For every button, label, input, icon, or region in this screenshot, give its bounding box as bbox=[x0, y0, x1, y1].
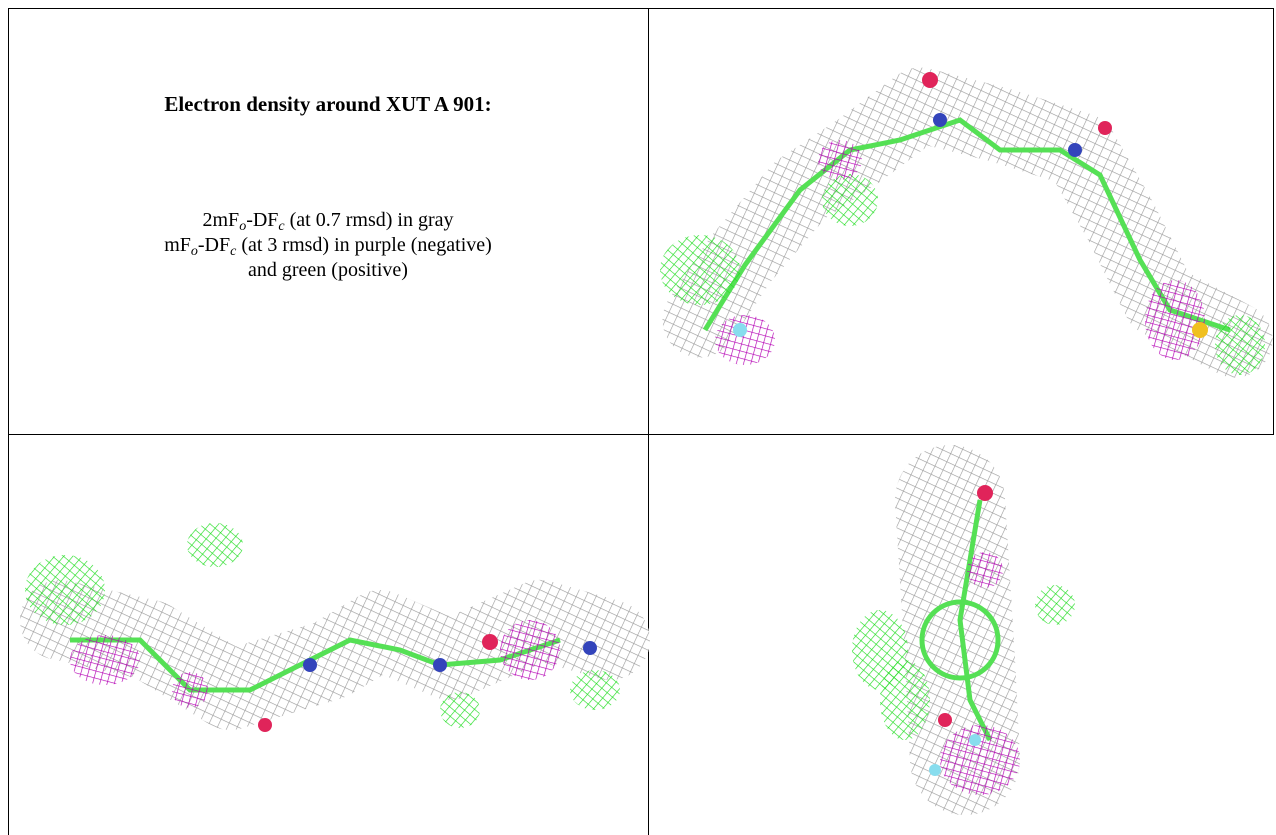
legend-text: (at 0.7 rmsd) in gray bbox=[285, 209, 454, 231]
legend-text: (at 3 rmsd) in purple (negative) bbox=[236, 234, 491, 256]
atom bbox=[933, 113, 947, 127]
purple-mesh bbox=[715, 315, 775, 365]
density-image-2 bbox=[25, 523, 620, 732]
atom bbox=[938, 713, 952, 727]
green-mesh bbox=[1215, 315, 1265, 375]
legend-text: mF bbox=[164, 234, 191, 256]
atom bbox=[482, 634, 498, 650]
atom bbox=[583, 641, 597, 655]
purple-mesh bbox=[940, 725, 1020, 795]
subscript: o bbox=[191, 244, 198, 259]
purple-mesh bbox=[172, 672, 208, 708]
green-mesh bbox=[880, 660, 930, 740]
legend-text: and green (positive) bbox=[248, 259, 408, 281]
green-mesh bbox=[187, 523, 243, 567]
atom bbox=[258, 718, 272, 732]
legend-text: -DF bbox=[246, 209, 278, 231]
atom bbox=[977, 485, 993, 501]
green-mesh bbox=[570, 670, 620, 710]
purple-mesh bbox=[967, 552, 1003, 588]
legend-text: 2mF bbox=[203, 209, 240, 231]
green-mesh bbox=[440, 692, 480, 728]
green-mesh bbox=[25, 555, 105, 625]
atom bbox=[1098, 121, 1112, 135]
title: Electron density around XUT A 901: bbox=[8, 92, 648, 117]
purple-mesh bbox=[818, 140, 862, 180]
legend-line: and green (positive) bbox=[8, 258, 648, 283]
legend-line: 2mFo-DFc (at 0.7 rmsd) in gray bbox=[8, 208, 648, 233]
atom bbox=[733, 323, 747, 337]
density-image-3 bbox=[852, 485, 1075, 795]
green-mesh bbox=[822, 174, 878, 226]
figure-table bbox=[0, 0, 1276, 835]
page: Electron density around XUT A 901: 2mFo-… bbox=[0, 0, 1276, 835]
atom bbox=[929, 764, 941, 776]
purple-mesh bbox=[1145, 280, 1205, 360]
green-mesh bbox=[1035, 585, 1075, 625]
legend-line: mFo-DFc (at 3 rmsd) in purple (negative) bbox=[8, 233, 648, 258]
atom bbox=[303, 658, 317, 672]
density-image-1 bbox=[660, 72, 1265, 375]
purple-mesh bbox=[70, 635, 140, 685]
atom bbox=[922, 72, 938, 88]
green-mesh bbox=[660, 235, 740, 305]
atom bbox=[433, 658, 447, 672]
legend-text: -DF bbox=[198, 234, 230, 256]
purple-mesh bbox=[500, 620, 560, 680]
atom bbox=[1068, 143, 1082, 157]
atom bbox=[969, 734, 981, 746]
atom bbox=[1192, 322, 1208, 338]
